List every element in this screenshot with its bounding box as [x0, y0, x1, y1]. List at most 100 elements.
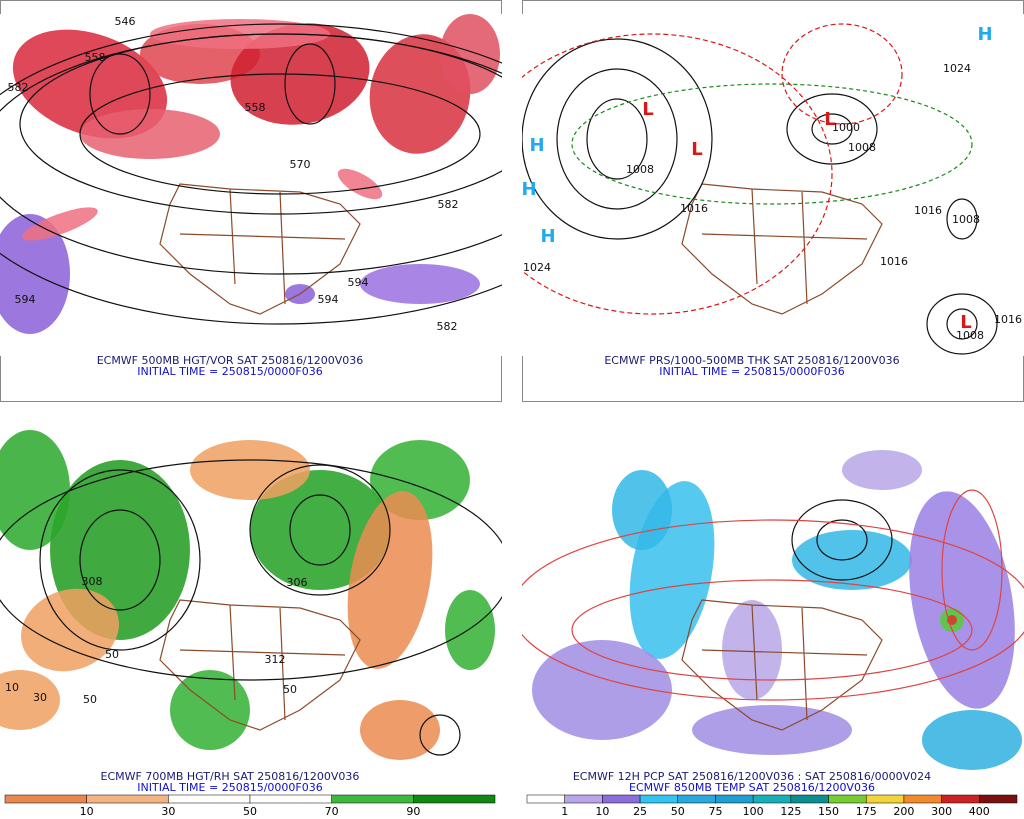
colorbar-swatch — [715, 794, 754, 804]
contour — [946, 198, 978, 240]
caption: INITIAL TIME = 250815/0000F036 — [137, 365, 322, 378]
caption: ECMWF 12H PCP SAT 250816/1200V036 : SAT … — [573, 770, 931, 783]
colorbar-swatch — [790, 794, 829, 804]
contour-label: 1008 — [626, 163, 654, 176]
shaded-area — [722, 600, 782, 700]
shaded-area — [337, 168, 383, 200]
contour-label: 30 — [33, 691, 47, 704]
contour-label: 558 — [85, 51, 106, 64]
contour — [79, 509, 161, 611]
colorbar-label: 150 — [818, 805, 839, 818]
colorbar-swatch — [639, 794, 679, 804]
contour — [556, 68, 678, 210]
contour-label: L — [691, 139, 702, 160]
coastline — [681, 183, 883, 315]
contour — [811, 113, 853, 145]
colorbar-swatch — [941, 794, 980, 804]
contour — [816, 519, 868, 561]
colorbar-label: 70 — [325, 805, 339, 818]
colorbar-label: 10 — [595, 805, 609, 818]
contour-label: 582 — [8, 81, 29, 94]
colorbar-swatch — [903, 794, 942, 804]
colorbar-swatch — [979, 794, 1018, 804]
contour — [39, 469, 201, 651]
map-background — [522, 14, 1024, 356]
contour-label: H — [521, 179, 536, 200]
caption: ECMWF PRS/1000-500MB THK SAT 250816/1200… — [604, 354, 899, 367]
contour-label: 594 — [15, 293, 36, 306]
colorbar-swatch — [526, 794, 565, 804]
contour — [781, 23, 903, 125]
map: 1008 1016 1024 1000 1008 1016 1008 1016 1024 1008… — [521, 14, 1024, 356]
contour — [586, 98, 648, 180]
colorbar-swatch — [564, 794, 603, 804]
colorbar-label: 50 — [671, 805, 685, 818]
contour — [522, 519, 1024, 701]
contour-label: H — [529, 135, 544, 156]
caption: ECMWF 500MB HGT/VOR SAT 250816/1200V036 — [97, 354, 364, 367]
contour-label: 582 — [437, 320, 458, 333]
contour-label: 582 — [438, 198, 459, 211]
colorbar-swatch — [413, 794, 496, 804]
contour-label: 570 — [290, 158, 311, 171]
colorbar-label: 50 — [243, 805, 257, 818]
contour — [0, 33, 502, 275]
colorbar-swatch — [331, 794, 414, 804]
contour — [946, 308, 978, 340]
colorbar-label: 10 — [80, 805, 94, 818]
contour-label: 1024 — [943, 62, 971, 75]
contour-label: L — [824, 109, 835, 130]
colorbar-label: 90 — [406, 805, 420, 818]
shaded-area — [22, 207, 98, 241]
contour-label: 50 — [83, 693, 97, 706]
shaded-area — [909, 491, 1015, 709]
caption: ECMWF 850MB TEMP SAT 250816/1200V036 — [629, 781, 875, 794]
shaded-area — [445, 590, 495, 670]
contour-label: 1024 — [523, 261, 551, 274]
shaded-area — [347, 491, 433, 669]
contour-label: 1016 — [880, 255, 908, 268]
shaded-area — [0, 670, 60, 730]
contour — [89, 53, 151, 135]
contour-label: 50 — [105, 648, 119, 661]
contour — [0, 23, 502, 325]
contour — [571, 83, 973, 205]
contour-label: 1008 — [952, 213, 980, 226]
colorbar-swatch — [828, 794, 867, 804]
contour-label: 594 — [318, 293, 339, 306]
colorbar-label: 200 — [893, 805, 914, 818]
contour-label: L — [960, 312, 971, 333]
caption: INITIAL TIME = 250815/0000F036 — [659, 365, 844, 378]
caption: INITIAL TIME = 250815/0000F036 — [137, 781, 322, 794]
contour — [0, 459, 502, 681]
contour — [419, 714, 461, 756]
caption: ECMWF 700MB HGT/RH SAT 250816/1200V036 — [101, 770, 360, 783]
contour-label: 594 — [348, 276, 369, 289]
colorbar-swatch — [752, 794, 792, 804]
contour-label: 558 — [245, 101, 266, 114]
shaded-area — [360, 700, 440, 760]
contour — [289, 494, 351, 566]
shaded-area — [360, 264, 480, 304]
contour — [941, 489, 1003, 651]
contour-label: 1016 — [680, 202, 708, 215]
shaded-area — [190, 440, 310, 500]
colorbar-label: 300 — [931, 805, 952, 818]
contour — [284, 43, 336, 125]
colorbar-label: 30 — [161, 805, 175, 818]
colorbar-swatch — [86, 794, 169, 804]
colorbar-swatch — [4, 794, 87, 804]
colorbar-swatch — [602, 794, 641, 804]
shaded-area — [842, 450, 922, 490]
coastline — [159, 183, 361, 315]
colorbar-swatch — [677, 794, 716, 804]
colorbar-label: 1 — [561, 805, 568, 818]
contour-label: 1016 — [994, 313, 1022, 326]
contour-label: 1008 — [848, 141, 876, 154]
shaded-area — [692, 705, 852, 755]
map: 546 558 582 558 570 582 594 594 594 582 — [0, 14, 502, 356]
contour-label: 1008 — [956, 329, 984, 342]
coastline — [681, 599, 883, 731]
contour — [522, 38, 713, 240]
